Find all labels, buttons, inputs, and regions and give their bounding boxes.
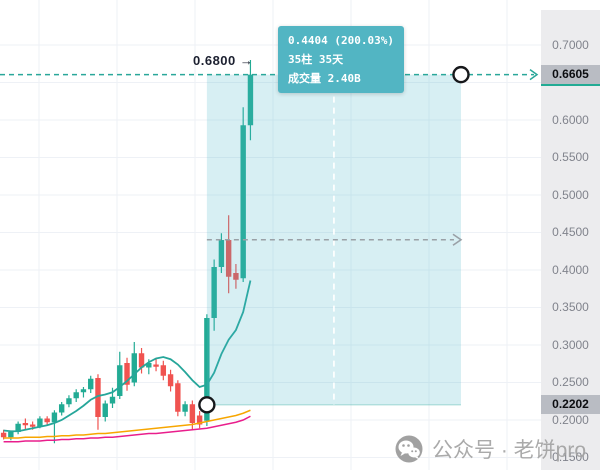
gridlines [0, 0, 541, 470]
measure-tooltip: 0.4404 (200.03%) 35柱 35天 成交量 2.40B [278, 26, 404, 93]
measure-end-handle[interactable] [452, 65, 470, 84]
ma-slow [3, 415, 251, 443]
axis-price-label[interactable]: 0.2000 [552, 412, 589, 427]
axis-price-label[interactable]: 0.7000 [552, 37, 589, 52]
axis-price-label[interactable]: 0.2500 [552, 375, 589, 389]
measure-volume: 成交量 2.40B [288, 72, 361, 85]
watermark-text: 公众号 · 老饼pro [431, 439, 586, 462]
price-axis[interactable]: 0.70000.65000.60000.55000.50000.45000.40… [541, 10, 600, 470]
candles[interactable] [0, 60, 254, 444]
high-price-annotation[interactable]: 0.6800 → [193, 53, 254, 68]
measure-start-handle[interactable] [198, 396, 216, 414]
axis-price-label[interactable]: 0.1500 [552, 450, 589, 464]
axis-price-label[interactable]: 0.6000 [552, 112, 589, 127]
measure-bars-days: 35柱 35天 [288, 53, 344, 66]
wechat-icon [395, 435, 423, 463]
axis-price-label[interactable]: 0.4000 [552, 262, 589, 277]
axis-price-label[interactable]: 0.3000 [552, 337, 589, 352]
axis-price-label[interactable]: 0.5000 [552, 187, 589, 202]
axis-price-label[interactable]: 0.4500 [552, 225, 589, 239]
axis-price-label[interactable]: 0.5500 [552, 150, 589, 164]
measure-price-change: 0.4404 (200.03%) [288, 34, 394, 47]
moving-average-lines [3, 280, 252, 443]
price-level-line[interactable] [0, 69, 539, 81]
axis-price-selected[interactable]: 0.2202 [541, 395, 600, 415]
axis-price-selected[interactable]: 0.6605 [541, 65, 600, 85]
watermark: 公众号 · 老饼pro [394, 434, 586, 464]
axis-price-label[interactable]: 0.3500 [552, 300, 589, 314]
current-price-marker [541, 83, 600, 87]
ma-fast [3, 280, 252, 433]
ma-mid [3, 409, 251, 439]
measure-box[interactable] [206, 74, 463, 406]
